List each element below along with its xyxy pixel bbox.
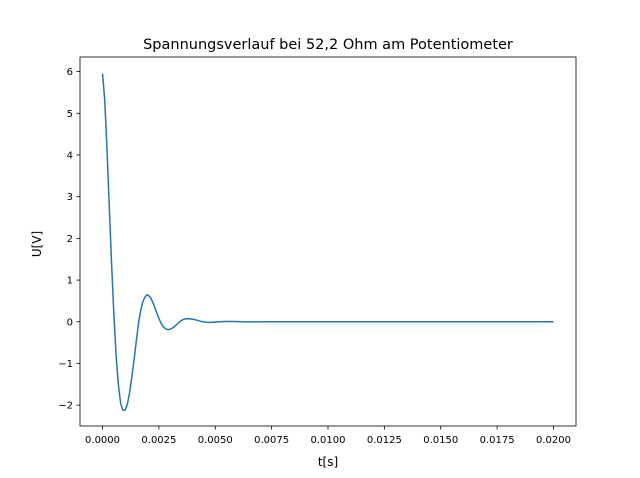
- series-line-0: [101, 73, 554, 411]
- x-tick-label: 0.0175: [480, 435, 515, 446]
- x-axis-ticks: 0.0000 0.0025 0.0050 0.0075 0.0100 0.0125 0.01…: [85, 426, 571, 446]
- y-tick-label: 2: [67, 234, 73, 245]
- y-tick-label: 1: [67, 276, 73, 287]
- y-tick-label: −2: [58, 401, 73, 412]
- y-tick-label: 5: [67, 109, 73, 120]
- y-axis-ticks: −2 −1 0 1 2 3 4 5 6: [58, 67, 80, 412]
- y-tick-label: 3: [67, 192, 73, 203]
- x-tick-label: 0.0000: [85, 435, 120, 446]
- y-axis-label: U[V]: [30, 231, 44, 257]
- y-tick-label: 6: [67, 67, 73, 78]
- x-tick-label: 0.0100: [311, 435, 346, 446]
- x-tick-label: 0.0075: [254, 435, 289, 446]
- chart-title: Spannungsverlauf bei 52,2 Ohm am Potenti…: [143, 37, 513, 53]
- x-tick-label: 0.0200: [536, 435, 571, 446]
- x-tick-label: 0.0050: [198, 435, 233, 446]
- x-axis-label: t[s]: [318, 455, 338, 469]
- y-tick-label: −1: [58, 359, 73, 370]
- x-tick-label: 0.0150: [423, 435, 458, 446]
- x-tick-label: 0.0125: [367, 435, 402, 446]
- y-tick-label: 4: [67, 150, 73, 161]
- x-tick-label: 0.0025: [141, 435, 176, 446]
- y-tick-label: 0: [67, 317, 73, 328]
